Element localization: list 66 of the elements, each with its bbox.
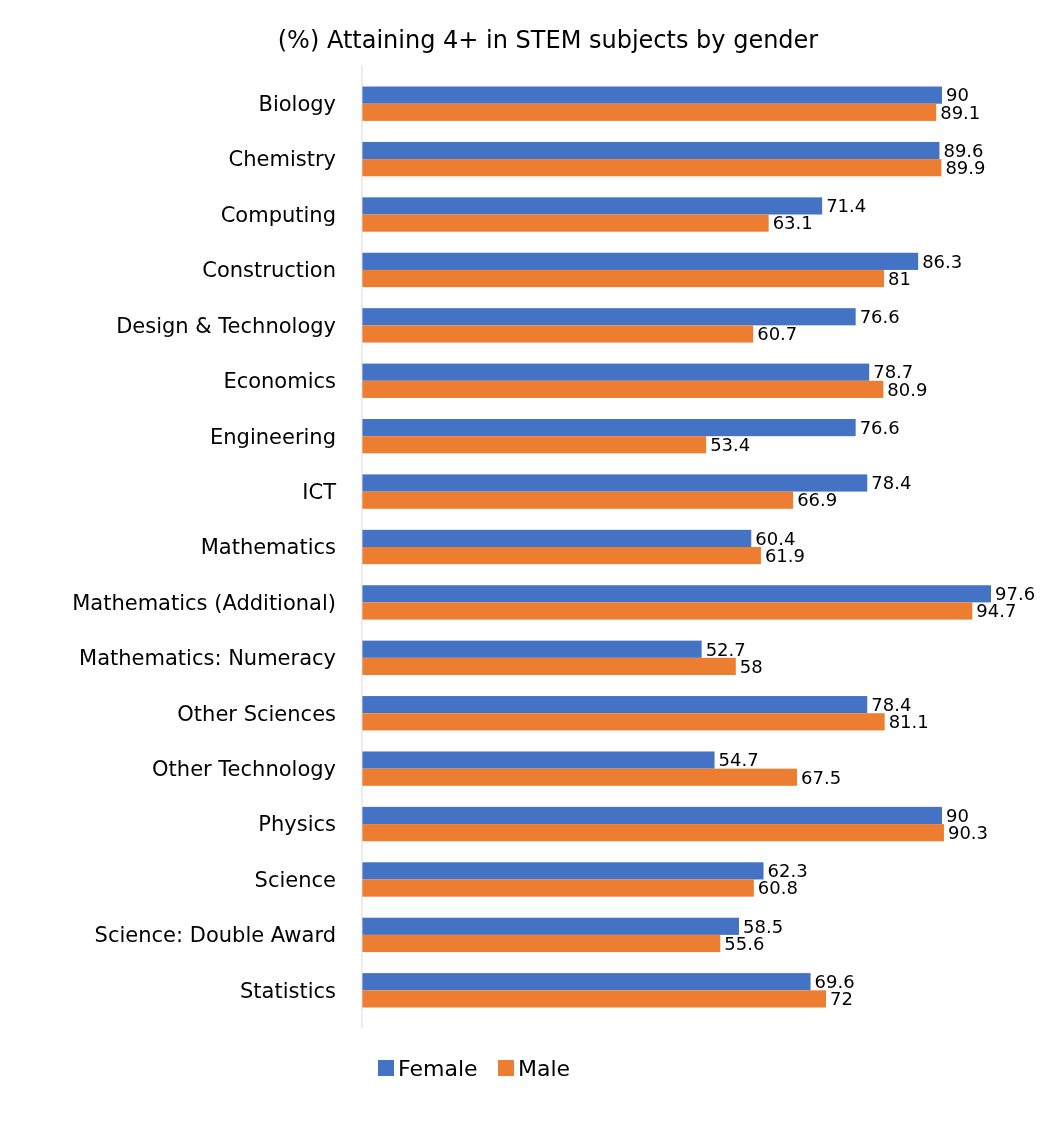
bar: [362, 308, 856, 326]
bar: [362, 602, 973, 620]
y-tick-label: Other Technology: [152, 757, 336, 781]
bar: [362, 973, 811, 991]
bar: [362, 934, 721, 953]
y-tick-label: ICT: [302, 479, 337, 504]
bar: [362, 768, 798, 786]
y-tick-label: Economics: [223, 369, 336, 394]
bar: [362, 141, 940, 160]
data-label: 81: [888, 267, 911, 289]
y-tick-label: Biology: [258, 92, 336, 117]
bar: [362, 436, 707, 454]
data-label: 66.9: [797, 489, 838, 511]
legend-label: Female: [398, 1055, 478, 1081]
bar: [362, 640, 702, 658]
y-tick-label: Science: [254, 867, 336, 892]
data-label: 76.6: [859, 416, 900, 438]
bar: [362, 325, 754, 343]
bar: [362, 380, 884, 398]
bar: [362, 363, 870, 381]
y-tick-label: Construction: [202, 258, 336, 283]
data-label: 71.4: [826, 195, 867, 217]
bar: [362, 751, 715, 769]
bar: [362, 86, 943, 104]
bar: [362, 547, 761, 565]
data-label: 60.7: [757, 323, 798, 345]
bar: [362, 806, 943, 825]
bar: [362, 862, 764, 880]
y-tick-label: Engineering: [210, 424, 336, 449]
bar: [362, 585, 991, 603]
bar: [362, 529, 752, 547]
y-tick-label: Design & Technology: [116, 313, 336, 338]
bar: [362, 491, 794, 509]
data-label: 78.4: [871, 472, 912, 494]
bar: [362, 474, 868, 492]
y-tick-label: Physics: [258, 812, 336, 837]
bar: [362, 269, 885, 288]
y-tick-label: Mathematics (Additional): [72, 590, 336, 615]
chart-title: (%) Attaining 4+ in STEM subjects by gender: [277, 26, 819, 54]
bar: [362, 419, 856, 437]
data-label: 53.4: [710, 434, 751, 456]
y-tick-label: Statistics: [240, 978, 336, 1003]
y-tick-label: Mathematics: [200, 535, 336, 560]
bar: [362, 214, 769, 232]
bar: [362, 696, 868, 714]
bar: [362, 713, 885, 731]
bar: [362, 657, 736, 675]
y-tick-label: Science: Double Award: [94, 923, 336, 948]
bar: [362, 917, 740, 935]
bar: [362, 252, 919, 270]
y-tick-label: Other Sciences: [177, 701, 336, 726]
bar: [362, 879, 754, 897]
bar: [362, 103, 937, 121]
data-label: 54.7: [718, 749, 759, 771]
bar: [362, 824, 944, 842]
y-tick-label: Mathematics: Numeracy: [79, 646, 336, 671]
y-tick-label: Computing: [220, 202, 336, 227]
data-label: 86.3: [922, 250, 963, 272]
data-label: 76.6: [859, 306, 900, 328]
bar: [362, 159, 942, 177]
data-label: 63.1: [772, 212, 813, 234]
bar: [362, 990, 827, 1008]
data-label: 67.5: [801, 766, 842, 788]
y-tick-label: Chemistry: [228, 147, 336, 172]
legend-label: Male: [518, 1055, 571, 1081]
bar: [362, 197, 823, 215]
